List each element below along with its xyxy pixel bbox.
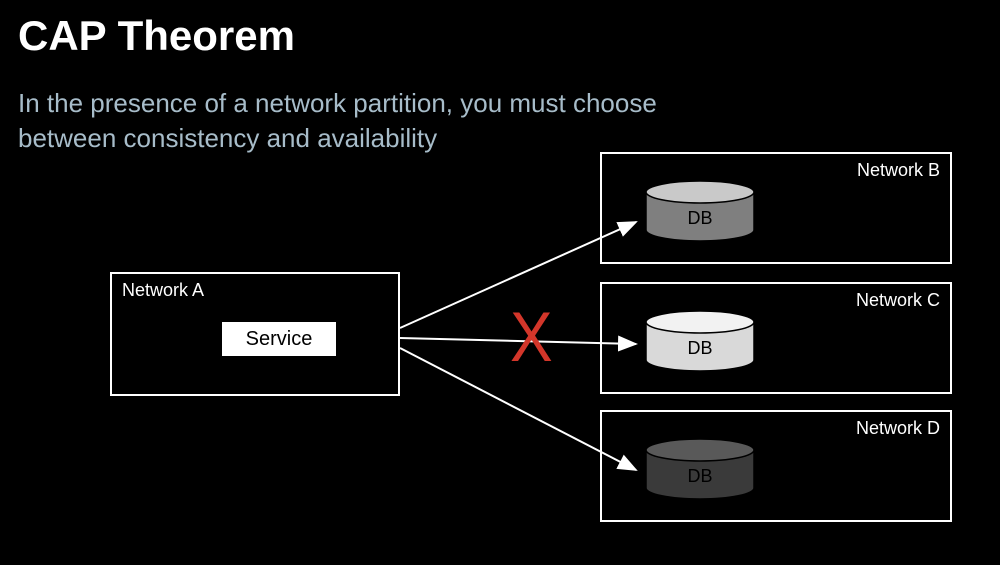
network-b-label: Network B bbox=[857, 160, 940, 181]
slide-subtitle: In the presence of a network partition, … bbox=[18, 86, 738, 156]
slide-title: CAP Theorem bbox=[18, 12, 295, 60]
service-box: Service bbox=[222, 322, 336, 356]
network-d-label: Network D bbox=[856, 418, 940, 439]
db-b-cylinder: DB bbox=[644, 180, 756, 242]
db-b-label: DB bbox=[644, 208, 756, 229]
service-label: Service bbox=[246, 328, 313, 351]
db-c-cylinder: DB bbox=[644, 310, 756, 372]
db-d-label: DB bbox=[644, 466, 756, 487]
db-d-cylinder: DB bbox=[644, 438, 756, 500]
db-c-label: DB bbox=[644, 338, 756, 359]
partition-cross-icon: X bbox=[510, 296, 553, 377]
network-c-label: Network C bbox=[856, 290, 940, 311]
network-a-label: Network A bbox=[122, 280, 204, 301]
network-a-box: Network A Service bbox=[110, 272, 400, 396]
